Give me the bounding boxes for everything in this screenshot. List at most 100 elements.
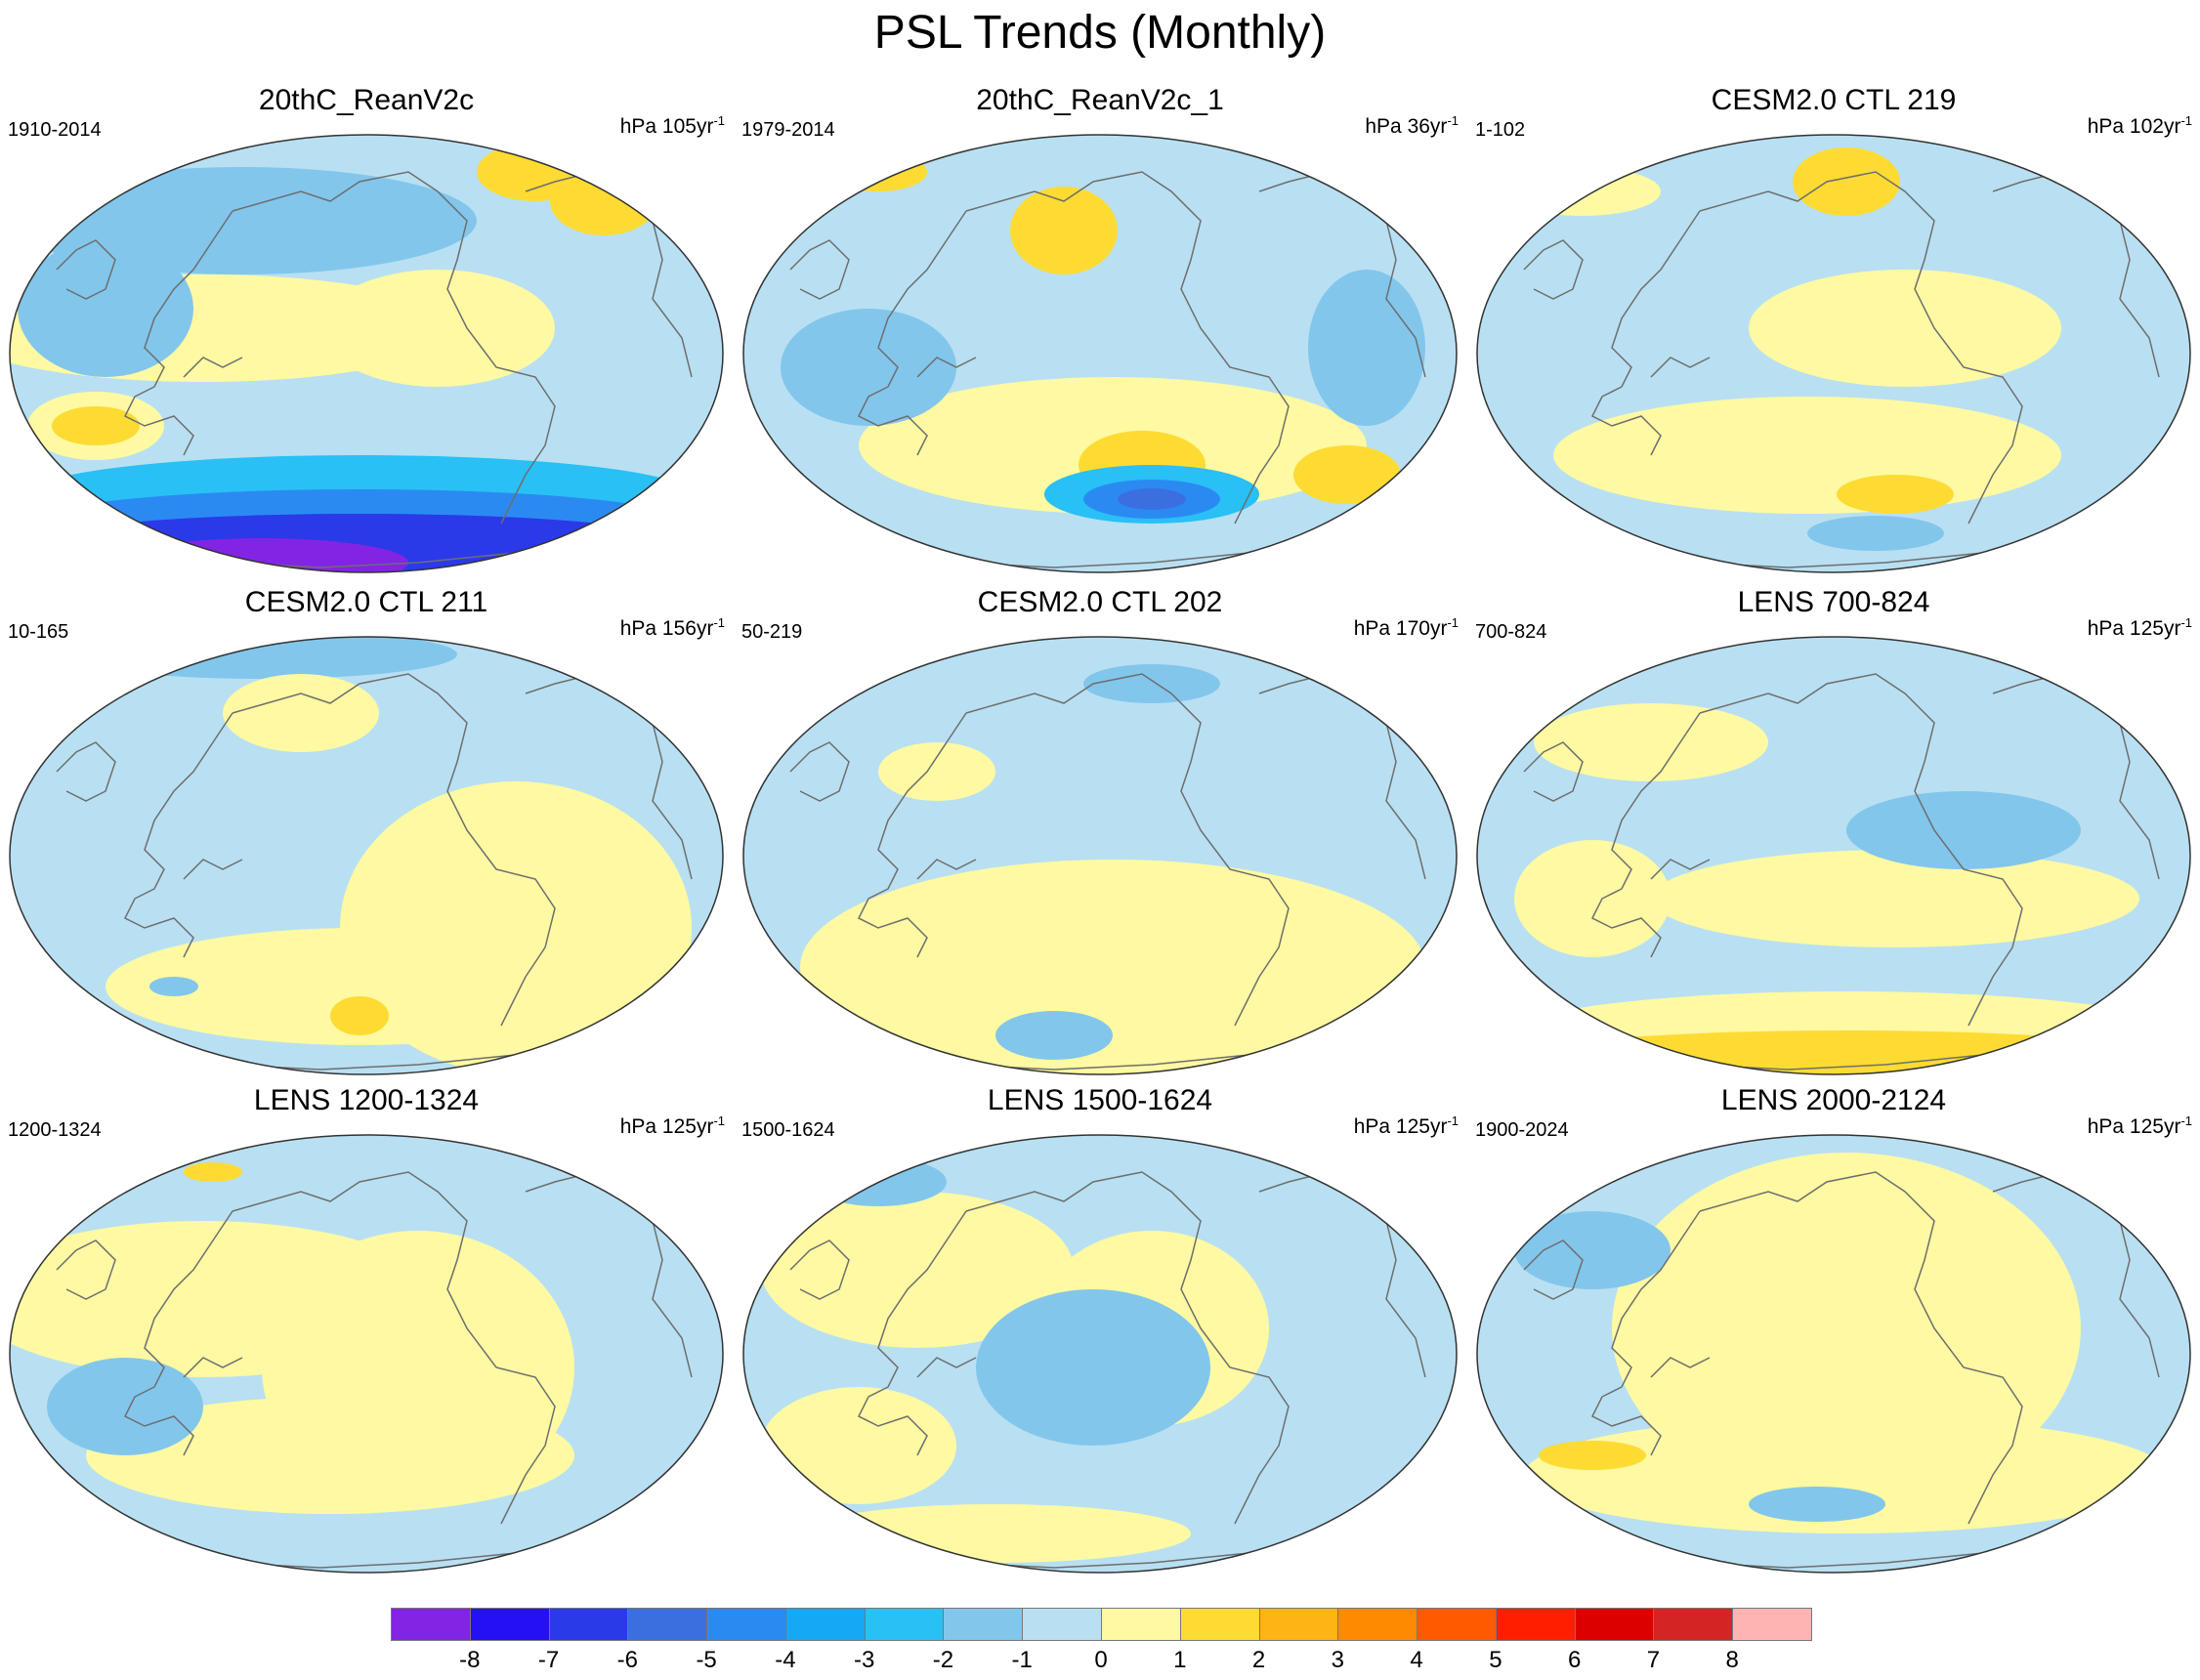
trend-contour xyxy=(330,996,389,1035)
panel-period: 1200-1324 xyxy=(8,1119,102,1141)
coastline xyxy=(857,712,967,958)
coastline xyxy=(916,357,977,378)
panel-period: 700-824 xyxy=(1475,621,1547,643)
colorbar-tick-label: 2 xyxy=(1251,1647,1266,1673)
coastline xyxy=(1650,859,1711,880)
colorbar-tick-label: -8 xyxy=(459,1647,481,1673)
trend-contour xyxy=(320,270,555,387)
robinson-map xyxy=(742,636,1458,1075)
colorbar-cell xyxy=(1179,1608,1260,1641)
trend-contour xyxy=(761,1387,956,1504)
panel-units: hPa 125yr-1 xyxy=(619,1113,725,1138)
trend-contour xyxy=(1749,270,2061,387)
colorbar-tick-label: 6 xyxy=(1567,1647,1582,1673)
coastline xyxy=(1590,712,1701,958)
trend-contour xyxy=(1524,1416,2169,1533)
colorbar-cell xyxy=(1337,1608,1418,1641)
map-panel: LENS 1200-1324 1200-1324 hPa 125yr-1 xyxy=(0,1084,733,1574)
panel-period: 1910-2014 xyxy=(8,119,102,141)
trend-contour xyxy=(1308,270,1425,426)
coastline xyxy=(56,1239,116,1300)
panel-units: hPa 102yr-1 xyxy=(2087,113,2192,138)
map-border xyxy=(9,134,724,573)
panel-period: 50-219 xyxy=(741,621,803,643)
coastline xyxy=(857,1210,967,1456)
trend-contour xyxy=(1651,850,2139,947)
colorbar-tick-label: -5 xyxy=(696,1647,717,1673)
trend-contour xyxy=(1514,840,1671,957)
panel-title: 20thC_ReanV2c_1 xyxy=(976,84,1224,116)
robinson-map xyxy=(9,134,724,573)
coastline xyxy=(789,239,850,300)
map-panel: CESM2.0 CTL 219 1-102 hPa 102yr-1 xyxy=(1467,84,2200,573)
trend-contour xyxy=(1504,167,1661,216)
trend-contour xyxy=(800,860,1425,1074)
panel-units: hPa 105yr-1 xyxy=(619,113,725,138)
coastline xyxy=(965,673,1290,1027)
coastline xyxy=(965,171,1290,525)
trend-contour xyxy=(800,1504,1191,1563)
coastline xyxy=(857,210,967,456)
panel-units: hPa 125yr-1 xyxy=(2087,615,2192,640)
trend-contour xyxy=(1083,664,1220,703)
robinson-map xyxy=(1476,636,2191,1075)
colorbar-cell xyxy=(1574,1608,1655,1641)
colorbar-tick-label: 7 xyxy=(1646,1647,1661,1673)
panel-units: hPa 156yr-1 xyxy=(619,615,725,640)
robinson-map xyxy=(742,1134,1458,1574)
coastline xyxy=(1699,171,2023,525)
colorbar-cell xyxy=(784,1608,866,1641)
panel-title: LENS 2000-2124 xyxy=(1720,1084,1947,1116)
map-border xyxy=(742,134,1458,573)
colorbar-cell xyxy=(1258,1608,1339,1641)
map-panel: 20thC_ReanV2c 1910-2014 hPa 105yr-1 xyxy=(0,84,733,573)
colorbar-tick-label: 8 xyxy=(1725,1647,1739,1673)
coastline xyxy=(232,171,556,525)
map-panel: LENS 700-824 700-824 hPa 125yr-1 xyxy=(1467,586,2200,1075)
coastline xyxy=(56,239,116,300)
robinson-map xyxy=(9,636,724,1075)
colorbar-cell xyxy=(1022,1608,1102,1641)
panel-units: hPa 36yr-1 xyxy=(1365,113,1459,138)
colorbar-tick-label: 3 xyxy=(1331,1647,1344,1673)
map-panel: LENS 2000-2124 1900-2024 hPa 125yr-1 xyxy=(1467,1084,2200,1574)
robinson-map xyxy=(1476,134,2191,573)
coastline xyxy=(1699,1171,2023,1525)
coastline xyxy=(183,1357,243,1378)
trend-contour xyxy=(829,152,927,191)
trend-contour xyxy=(976,1289,1210,1446)
trend-contour xyxy=(1293,445,1401,504)
robinson-map xyxy=(9,1134,724,1574)
trend-contour xyxy=(810,918,927,977)
trend-contour xyxy=(1846,791,2081,869)
map-border xyxy=(1476,636,2191,1075)
trend-contour xyxy=(550,167,657,235)
robinson-map xyxy=(1476,1134,2191,1574)
coastline xyxy=(123,1210,233,1456)
coastline xyxy=(1590,1210,1701,1456)
trend-contour xyxy=(781,309,956,426)
panel-title: 20thC_ReanV2c xyxy=(258,84,475,116)
map-border xyxy=(9,1134,724,1574)
coastline xyxy=(232,1171,556,1525)
coastline xyxy=(1699,673,2023,1027)
map-border xyxy=(9,636,724,1075)
trend-contour xyxy=(149,977,198,996)
map-panel: CESM2.0 CTL 211 10-165 hPa 156yr-1 xyxy=(0,586,733,1075)
coastline xyxy=(183,357,243,378)
trend-contour xyxy=(1612,1153,2081,1504)
coastline xyxy=(232,673,556,1027)
panel-period: 1979-2014 xyxy=(741,119,835,141)
colorbar-tick-label: 4 xyxy=(1410,1647,1423,1673)
coastline xyxy=(1650,357,1711,378)
coastline xyxy=(789,741,850,802)
trend-contour xyxy=(1793,147,1900,216)
trend-contour xyxy=(86,1397,574,1514)
map-panel: 20thC_ReanV2c_1 1979-2014 hPa 36yr-1 xyxy=(734,84,1466,573)
colorbar-tick-label: -2 xyxy=(932,1647,954,1673)
colorbar-cell xyxy=(469,1608,550,1641)
trend-contour xyxy=(1749,1487,1885,1522)
colorbar-cell xyxy=(1732,1608,1812,1641)
figure-title: PSL Trends (Monthly) xyxy=(873,7,1327,59)
trend-contour xyxy=(761,1192,1074,1348)
